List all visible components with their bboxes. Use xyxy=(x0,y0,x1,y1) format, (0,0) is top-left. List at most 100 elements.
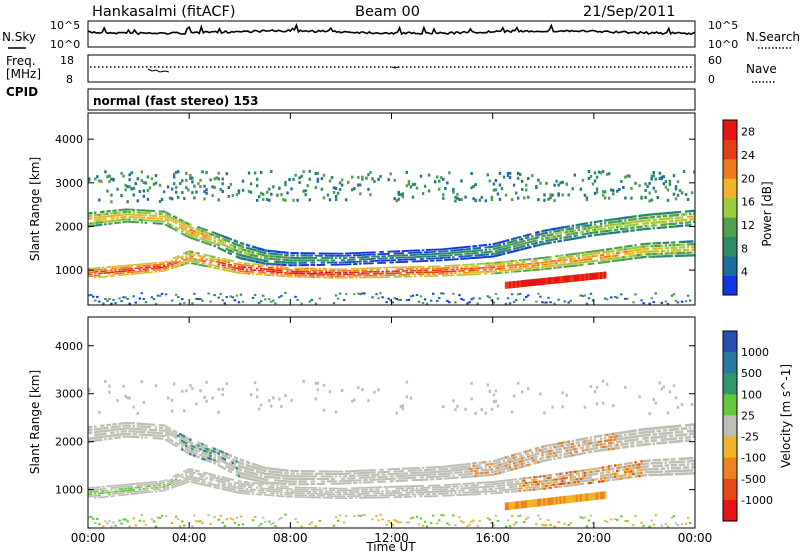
velocity-cell xyxy=(144,483,148,486)
velocity-cell xyxy=(88,491,91,494)
power-cell xyxy=(371,271,374,273)
power-cell xyxy=(510,238,514,241)
velocity-cell xyxy=(262,487,265,490)
power-cell xyxy=(543,234,546,237)
power-cell xyxy=(551,264,554,267)
power-cell xyxy=(253,246,257,249)
power-cell xyxy=(290,269,293,271)
power-cell xyxy=(274,260,277,263)
power-cell xyxy=(535,257,538,260)
velocity-cell xyxy=(183,470,186,473)
power-cell xyxy=(658,215,661,218)
power-cell xyxy=(630,244,633,247)
power-cell xyxy=(484,244,487,246)
power-cell xyxy=(166,215,170,218)
power-cell xyxy=(300,259,303,262)
power-cell xyxy=(288,261,291,264)
power-cell xyxy=(407,256,411,259)
power-cell xyxy=(421,255,425,258)
power-cell xyxy=(122,211,125,214)
power-cell xyxy=(92,267,95,270)
power-cell xyxy=(603,256,607,259)
velocity-cell xyxy=(108,390,111,394)
velocity-cell xyxy=(100,490,103,492)
power-cell xyxy=(357,271,360,273)
power-cell xyxy=(191,234,194,237)
velocity-cell xyxy=(172,443,176,446)
power-cell xyxy=(514,266,518,269)
power-cell xyxy=(371,253,374,256)
power-cell xyxy=(409,275,413,278)
power-cell xyxy=(118,272,121,275)
power-cell xyxy=(262,262,265,265)
power-cell xyxy=(573,260,577,262)
power-cell xyxy=(664,300,668,303)
freq-series-line xyxy=(147,66,399,73)
power-cell xyxy=(486,262,490,265)
power-cell xyxy=(496,265,500,268)
velocity-cell xyxy=(112,431,115,434)
power-cell xyxy=(104,218,107,221)
power-cell xyxy=(620,228,623,231)
velocity-cell xyxy=(124,427,127,430)
power-cell xyxy=(175,256,178,258)
power-cell xyxy=(369,276,372,279)
velocity-cell xyxy=(284,471,287,475)
power-cell xyxy=(652,242,655,245)
velocity-cell xyxy=(140,484,144,486)
velocity-cell xyxy=(94,522,97,524)
power-cell xyxy=(616,251,619,254)
power-cell xyxy=(268,274,271,276)
velocity-cell xyxy=(253,472,257,476)
power-cell xyxy=(346,180,350,184)
velocity-cell xyxy=(235,486,239,489)
power-cell xyxy=(330,275,334,277)
power-cell xyxy=(648,199,651,203)
power-cell xyxy=(351,256,354,259)
power-cell xyxy=(456,274,459,276)
power-cell xyxy=(278,275,281,277)
velocity-cell xyxy=(110,429,113,432)
velocity-cell xyxy=(164,438,168,442)
velocity-cell xyxy=(262,483,265,485)
velocity-cell xyxy=(154,488,158,491)
velocity-cell xyxy=(308,470,311,473)
power-cell xyxy=(126,213,129,216)
power-cell xyxy=(357,275,360,277)
power-cell xyxy=(126,264,129,267)
power-cell xyxy=(312,274,316,277)
power-cell xyxy=(259,300,263,303)
velocity-cell xyxy=(175,485,178,488)
power-cell xyxy=(573,234,577,237)
power-cell xyxy=(290,272,293,274)
power-cell xyxy=(427,265,431,268)
velocity-cell xyxy=(195,452,198,455)
power-cell xyxy=(650,174,653,178)
power-cell xyxy=(634,254,637,257)
velocity-cell xyxy=(201,454,204,457)
power-cell xyxy=(587,253,591,256)
power-cell xyxy=(116,219,119,222)
power-cell xyxy=(249,250,253,254)
power-cell xyxy=(555,262,558,264)
velocity-cell xyxy=(150,483,154,485)
power-cell xyxy=(547,267,550,270)
velocity-cell xyxy=(286,488,289,490)
power-cell xyxy=(223,238,226,241)
power-cell xyxy=(498,248,502,251)
power-cell xyxy=(508,266,512,269)
power-cell xyxy=(140,170,144,174)
power-cell xyxy=(654,250,657,253)
power-cell xyxy=(110,266,113,268)
power-cell xyxy=(239,261,243,264)
power-cell xyxy=(456,249,459,252)
power-cell xyxy=(134,301,137,304)
power-cell xyxy=(259,170,263,174)
power-cell xyxy=(371,260,374,262)
velocity-cell xyxy=(264,520,267,523)
velocity-cell xyxy=(276,491,279,493)
freq-panel: 18 8 60 0 Freq. [MHz] CPID Nave xyxy=(6,54,777,99)
velocity-cell xyxy=(90,428,93,431)
power-cell xyxy=(106,189,109,193)
power-cell xyxy=(498,171,502,175)
